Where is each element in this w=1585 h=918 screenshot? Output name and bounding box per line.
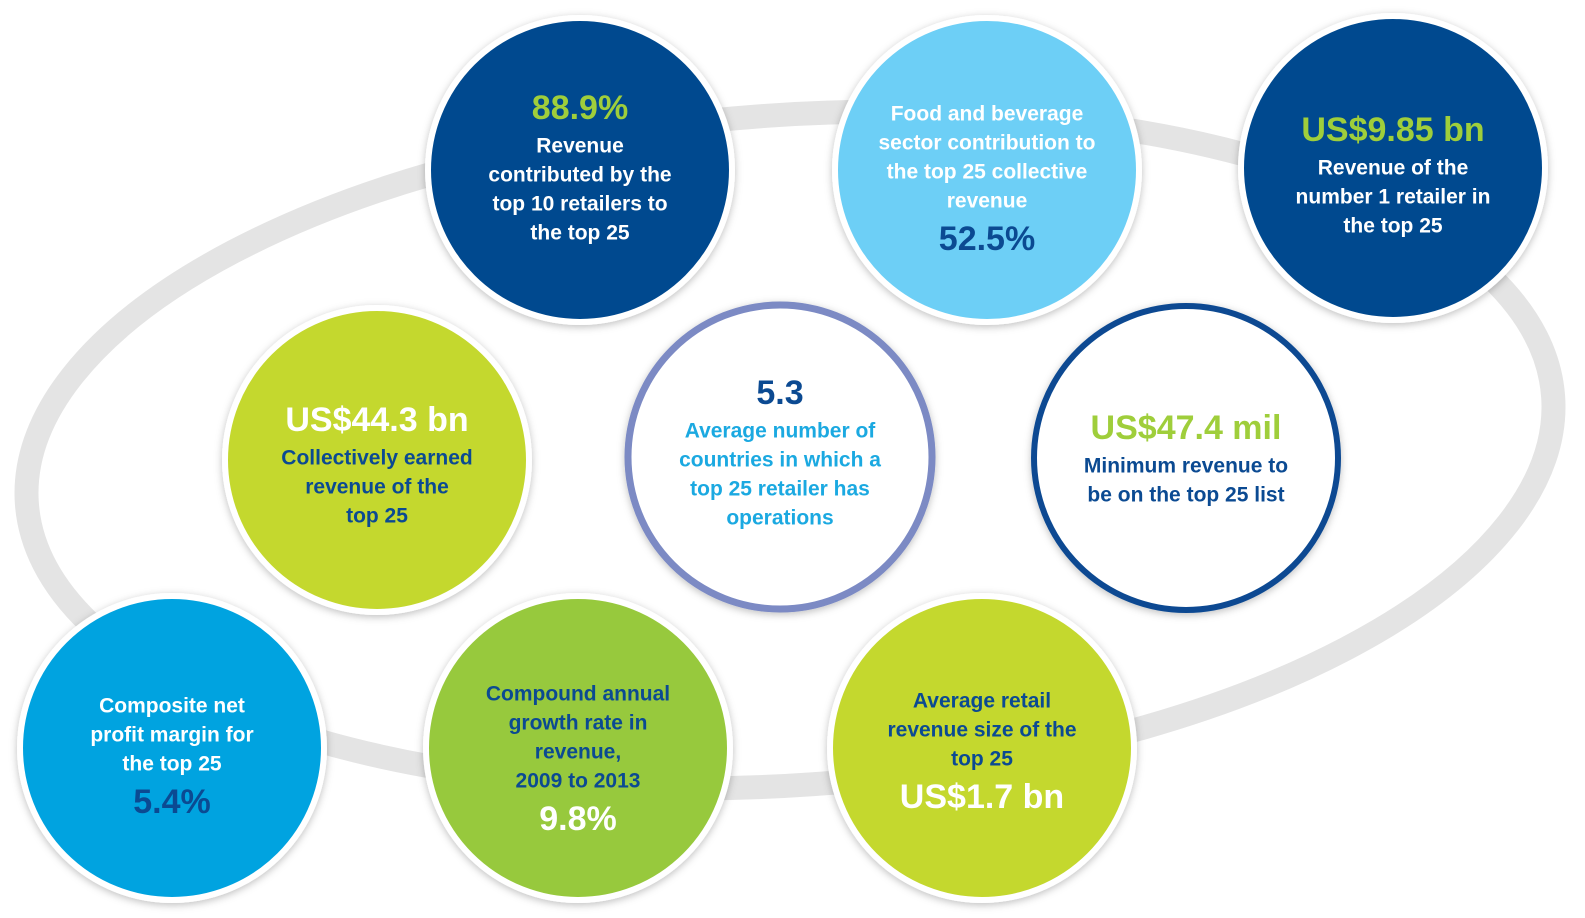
stat-circle: 5.3 Average number of countries in which a…	[624, 301, 936, 613]
circle	[1238, 13, 1548, 323]
stat-label: Composite net	[99, 695, 245, 718]
circle	[222, 305, 532, 615]
circle	[1031, 303, 1341, 613]
circle	[425, 15, 735, 325]
stat-label: Food and beverage	[891, 103, 1084, 126]
stat-value: 5.4%	[133, 783, 211, 821]
stat-label: profit margin for	[90, 724, 253, 747]
stat-label: Collectively earned	[281, 447, 472, 470]
stat-value: US$1.7 bn	[900, 778, 1064, 816]
stat-label: revenue	[947, 190, 1028, 213]
stat-label: top 10 retailers to	[492, 193, 667, 216]
stat-label: the top 25	[530, 222, 629, 245]
stat-circle: US$9.85 bn Revenue of the number 1 retaile…	[1238, 13, 1548, 323]
stat-label: Revenue	[536, 135, 624, 158]
stat-label: top 25	[951, 748, 1013, 771]
stat-circle: Compound annual growth rate in revenue, 200…	[423, 593, 733, 903]
stat-label: countries in which a	[679, 449, 881, 472]
circle	[832, 15, 1142, 325]
stat-label: contributed by the	[488, 164, 671, 187]
stat-label: the top 25 collective	[887, 161, 1088, 184]
stat-label: number 1 retailer in	[1296, 186, 1491, 209]
stat-label: Average retail	[913, 690, 1051, 713]
background-ring	[14, 99, 1566, 801]
stat-label: sector contribution to	[879, 132, 1096, 155]
stat-label: top 25 retailer has	[690, 478, 870, 501]
stat-circle: US$47.4 mil Minimum revenue to be on the t…	[1031, 303, 1341, 613]
stat-label: revenue of the	[305, 476, 449, 499]
circle	[827, 593, 1137, 903]
stat-label: the top 25	[122, 753, 221, 776]
stat-circle: Composite net profit margin for the top 25…	[17, 593, 327, 903]
stat-label: Average number of	[685, 420, 877, 443]
stat-circle: Average retail revenue size of the top 25 U…	[827, 593, 1137, 903]
stat-label: Revenue of the	[1318, 157, 1469, 180]
stat-label: operations	[726, 507, 833, 530]
stat-circle: US$44.3 bn Collectively earned revenue of …	[222, 305, 532, 615]
stat-label: revenue,	[535, 741, 621, 764]
stat-label: Compound annual	[486, 683, 670, 706]
stat-label: revenue size of the	[887, 719, 1076, 742]
stat-value: 5.3	[756, 374, 803, 412]
stat-label: top 25	[346, 505, 408, 528]
stat-label: be on the top 25 list	[1087, 484, 1284, 507]
circle	[423, 593, 733, 903]
stat-circle: Food and beverage sector contribution to t…	[832, 15, 1142, 325]
stat-value: 88.9%	[532, 89, 628, 127]
stat-label: the top 25	[1343, 215, 1442, 238]
stat-value: US$47.4 mil	[1091, 409, 1282, 447]
stat-circles: 88.9% Revenue contributed by the top 10 ret…	[17, 13, 1548, 903]
stat-circle: 88.9% Revenue contributed by the top 10 ret…	[425, 15, 735, 325]
stat-label: Minimum revenue to	[1084, 455, 1288, 478]
circle	[17, 593, 327, 903]
stat-label: 2009 to 2013	[516, 770, 641, 793]
stat-value: 9.8%	[539, 800, 617, 838]
stat-value: US$44.3 bn	[285, 401, 468, 439]
stat-label: growth rate in	[509, 712, 648, 735]
circle	[624, 301, 936, 613]
stat-value: US$9.85 bn	[1301, 111, 1484, 149]
stat-value: 52.5%	[939, 220, 1035, 258]
